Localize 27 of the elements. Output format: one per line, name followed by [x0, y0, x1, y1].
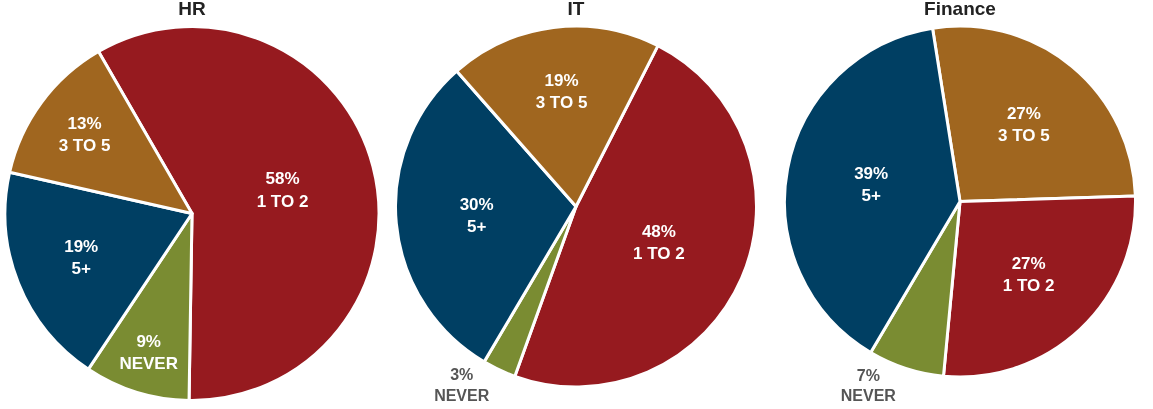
data-label: 48%: [641, 221, 676, 241]
data-label: 7%: [856, 366, 880, 384]
data-label: 19%: [544, 71, 579, 91]
slice-label: NEVER: [434, 387, 490, 405]
data-label: 3%: [450, 366, 474, 384]
slice-label: 1 TO 2: [633, 243, 685, 263]
slice-label: 3 TO 5: [535, 93, 588, 113]
slice-label: 3 TO 5: [998, 125, 1050, 145]
data-label: 13%: [67, 113, 102, 133]
chart-title: HR: [178, 0, 206, 20]
data-label: 58%: [265, 169, 300, 189]
chart-title: IT: [567, 0, 585, 20]
slice-label: 5+: [71, 259, 91, 279]
slice-label: 3 TO 5: [58, 135, 111, 155]
data-label: 39%: [854, 164, 889, 184]
slice-label: 1 TO 2: [1002, 276, 1055, 296]
slice-label: 1 TO 2: [256, 191, 309, 211]
data-label: 27%: [1011, 254, 1046, 274]
data-label: 27%: [1006, 103, 1041, 123]
data-label: 30%: [459, 195, 494, 215]
data-label: 9%: [136, 332, 161, 352]
slice-label: 5+: [466, 217, 487, 237]
chart-title: Finance: [924, 0, 996, 20]
slice-label: NEVER: [840, 387, 897, 405]
slice-label: 5+: [861, 186, 881, 206]
data-label: 19%: [64, 237, 99, 257]
slice-label: NEVER: [119, 354, 178, 374]
